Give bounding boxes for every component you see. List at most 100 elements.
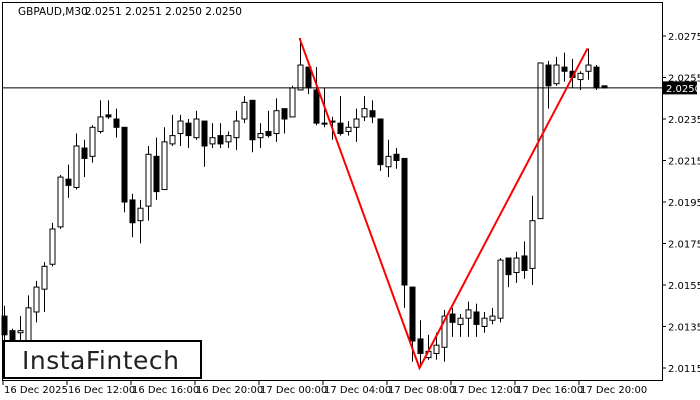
bull-candle-body: [33, 286, 40, 313]
candle: [505, 257, 512, 288]
bear-candle-body: [561, 66, 568, 72]
candle: [1, 305, 8, 346]
candle: [449, 307, 456, 337]
candle: [289, 85, 296, 118]
candle: [545, 60, 552, 109]
candle: [553, 56, 560, 86]
bear-candle-body: [249, 99, 256, 141]
bull-candle-body: [297, 64, 304, 91]
bull-candle-body: [289, 87, 296, 118]
candle: [337, 96, 344, 136]
bear-candle-body: [281, 108, 288, 120]
bear-candle-body: [313, 89, 320, 124]
candle: [113, 108, 120, 138]
bull-candle-body: [209, 137, 216, 145]
candle: [201, 120, 208, 167]
candle: [81, 139, 88, 178]
x-tick-label: 16 Dec 12:00: [68, 385, 135, 396]
candle: [401, 157, 408, 308]
bull-candle-body: [457, 317, 464, 325]
logo-text: InstaFintech: [22, 346, 180, 375]
current-price-text: 2.0250: [666, 84, 700, 95]
bull-candle-body: [441, 315, 448, 348]
y-tick-label: 2.0215: [668, 157, 700, 168]
bear-candle-body: [113, 118, 120, 128]
bull-candle-body: [41, 265, 48, 290]
bull-candle-body: [49, 228, 56, 265]
bull-candle-body: [585, 64, 592, 72]
candle: [577, 71, 584, 90]
bear-candle-body: [201, 120, 208, 147]
x-tick-label: 17 Dec 20:00: [580, 385, 647, 396]
y-tick-label: 2.0255: [668, 74, 700, 85]
bull-candle-body: [553, 64, 560, 85]
candle: [489, 307, 496, 325]
bear-candle-body: [401, 157, 408, 286]
candle: [105, 100, 112, 119]
plot-frame: [2, 2, 663, 381]
header-ohlc: 2.0251 2.0251 2.0250 2.0250: [85, 6, 242, 18]
bear-candle-body: [593, 66, 600, 89]
x-tick-label: 16 Dec 16:00: [132, 385, 199, 396]
candle: [33, 280, 40, 323]
x-tick-label: 17 Dec 12:00: [452, 385, 519, 396]
bear-candle-body: [265, 130, 272, 137]
candle: [265, 110, 272, 138]
candle: [561, 52, 568, 82]
bull-candle-body: [273, 110, 280, 135]
y-tick-label: 2.0135: [668, 323, 700, 334]
bear-candle-body: [153, 155, 160, 193]
bear-candle-body: [545, 64, 552, 87]
current-price-label: 2.0250: [663, 81, 700, 95]
bull-candle-body: [225, 135, 232, 143]
bull-candle-body: [193, 118, 200, 139]
candle: [73, 133, 80, 190]
bull-candle-body: [145, 153, 152, 207]
y-axis: 2.0275 2.0255 2.0235 2.0215 2.0195 2.0175 2.01…: [662, 32, 700, 375]
candle: [57, 175, 64, 229]
candle: [121, 126, 128, 213]
bear-candle-body: [505, 257, 512, 276]
candle: [249, 99, 256, 153]
bear-candle-body: [129, 199, 136, 224]
candle: [225, 131, 232, 149]
candle: [585, 48, 592, 80]
bull-candle-body: [433, 344, 440, 354]
bear-candle-body: [65, 178, 72, 186]
bear-candle-body: [121, 126, 128, 203]
bull-candle-body: [233, 120, 240, 139]
bear-candle-body: [81, 147, 88, 159]
y-tick-label: 2.0275: [668, 32, 700, 43]
bear-candle-body: [185, 122, 192, 137]
candle: [521, 241, 528, 279]
candle: [97, 100, 104, 134]
bull-candle-body: [169, 135, 176, 145]
bull-candle-body: [529, 220, 536, 269]
current-price-box: [663, 81, 697, 95]
bear-candle-body: [369, 110, 376, 118]
candle: [185, 119, 192, 149]
bull-candle-body: [257, 133, 264, 139]
bull-candle-body: [89, 126, 96, 157]
candle: [385, 139, 392, 178]
y-tick-label: 2.0175: [668, 240, 700, 251]
x-tick-label: 17 Dec 00:00: [260, 385, 327, 396]
bull-candle-body: [321, 122, 328, 125]
bull-candle-body: [577, 72, 584, 81]
bear-candle-body: [9, 330, 16, 342]
bear-candle-body: [393, 153, 400, 161]
candle: [49, 222, 56, 267]
bull-candle-body: [17, 330, 24, 334]
bear-candle-body: [409, 286, 416, 342]
candle: [241, 96, 248, 124]
candle: [465, 301, 472, 337]
bull-candle-body: [161, 141, 168, 191]
candle: [345, 121, 352, 136]
y-tick-label: 2.0235: [668, 115, 700, 126]
bear-candle-body: [449, 313, 456, 323]
y-tick-label: 2.0195: [668, 198, 700, 209]
candle: [169, 114, 176, 146]
candle: [417, 320, 424, 366]
